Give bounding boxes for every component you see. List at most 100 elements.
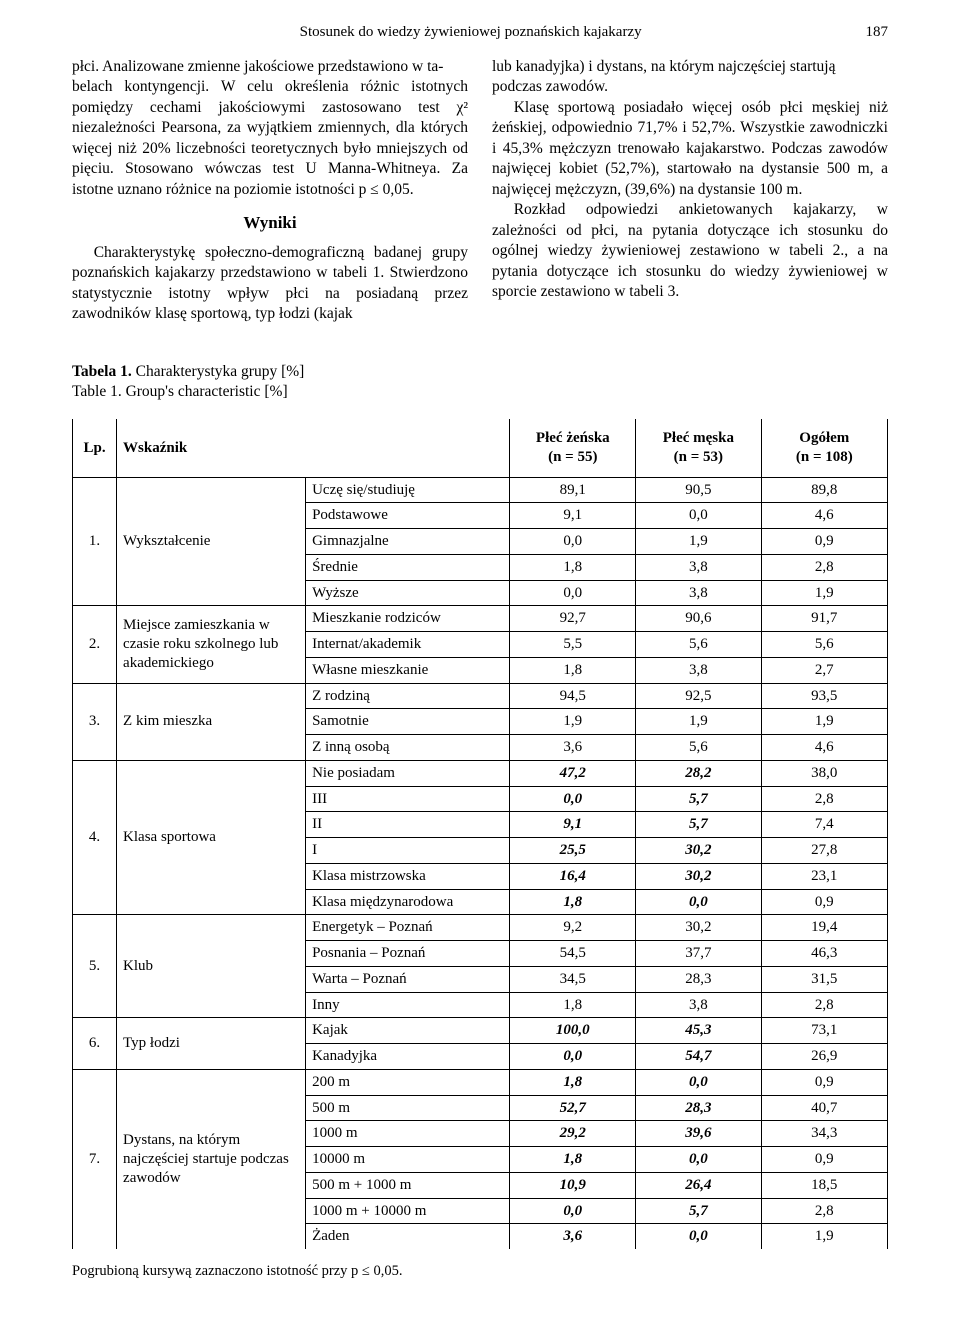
cell-value: 27,8 (761, 838, 887, 864)
cell-value: 18,5 (761, 1172, 887, 1198)
cell-sub: Nie posiadam (306, 760, 510, 786)
table-head-row: Lp. Wskaźnik Płeć żeńska(n = 55) Płeć mę… (73, 419, 888, 477)
cell-wsk: Typ łodzi (117, 1018, 306, 1070)
table-caption: Tabela 1. Charakterystyka grupy [%] Tabl… (72, 362, 888, 401)
th-lp: Lp. (73, 419, 117, 477)
th-t: Ogółem(n = 108) (761, 419, 887, 477)
cell-value: 28,2 (636, 760, 761, 786)
cell-value: 3,8 (636, 580, 761, 606)
cell-lp: 7. (73, 1069, 117, 1249)
cell-value: 28,3 (636, 1095, 761, 1121)
cell-value: 0,0 (636, 1224, 761, 1249)
cell-sub: II (306, 812, 510, 838)
cell-value: 4,6 (761, 503, 887, 529)
cell-value: 3,8 (636, 554, 761, 580)
cell-value: 31,5 (761, 966, 887, 992)
cell-sub: Posnania – Poznań (306, 941, 510, 967)
cell-wsk: Miejsce zamieszkania w czasie roku szkol… (117, 606, 306, 683)
cell-value: 0,9 (761, 889, 887, 915)
cell-lp: 4. (73, 760, 117, 915)
table-1: Lp. Wskaźnik Płeć żeńska(n = 55) Płeć mę… (72, 419, 888, 1249)
cell-value: 1,9 (510, 709, 636, 735)
cell-sub: Mieszkanie rodziców (306, 606, 510, 632)
cell-wsk: Klub (117, 915, 306, 1018)
cell-value: 29,2 (510, 1121, 636, 1147)
th-wsk: Wskaźnik (117, 419, 510, 477)
cell-sub: Energetyk – Poznań (306, 915, 510, 941)
page-number: 187 (865, 24, 888, 41)
cell-value: 26,9 (761, 1044, 887, 1070)
th-m: Płeć męska(n = 53) (636, 419, 761, 477)
table-row: 6.Typ łodziKajak100,045,373,1 (73, 1018, 888, 1044)
table-body: 1.WykształcenieUczę się/studiuję89,190,5… (73, 477, 888, 1249)
cell-value: 2,8 (761, 554, 887, 580)
cell-value: 9,1 (510, 812, 636, 838)
table-row: 1.WykształcenieUczę się/studiuję89,190,5… (73, 477, 888, 503)
cell-value: 47,2 (510, 760, 636, 786)
cell-value: 1,8 (510, 1069, 636, 1095)
left-p1b: belach kontyngencji. W celu określenia r… (72, 77, 468, 200)
cell-value: 10,9 (510, 1172, 636, 1198)
cell-sub: Podstawowe (306, 503, 510, 529)
cell-value: 1,9 (761, 580, 887, 606)
cell-sub: 500 m (306, 1095, 510, 1121)
cell-value: 30,2 (636, 838, 761, 864)
table-footnote: Pogrubioną kursywą zaznaczono istotność … (72, 1263, 888, 1280)
th-f: Płeć żeńska(n = 55) (510, 419, 636, 477)
cell-lp: 6. (73, 1018, 117, 1070)
cell-value: 0,0 (636, 503, 761, 529)
cell-value: 89,1 (510, 477, 636, 503)
cell-sub: Średnie (306, 554, 510, 580)
cell-value: 19,4 (761, 915, 887, 941)
cell-sub: Klasa międzynarodowa (306, 889, 510, 915)
cell-value: 25,5 (510, 838, 636, 864)
cell-value: 3,8 (636, 992, 761, 1018)
cell-value: 5,6 (636, 735, 761, 761)
cell-value: 2,8 (761, 1198, 887, 1224)
cell-value: 0,0 (636, 889, 761, 915)
cell-value: 93,5 (761, 683, 887, 709)
cell-value: 4,6 (761, 735, 887, 761)
cell-value: 3,6 (510, 1224, 636, 1249)
cell-value: 34,3 (761, 1121, 887, 1147)
cell-value: 30,2 (636, 915, 761, 941)
cell-value: 46,3 (761, 941, 887, 967)
cell-value: 34,5 (510, 966, 636, 992)
cell-value: 92,5 (636, 683, 761, 709)
cell-value: 90,6 (636, 606, 761, 632)
cell-value: 5,7 (636, 786, 761, 812)
cell-value: 38,0 (761, 760, 887, 786)
cell-value: 54,7 (636, 1044, 761, 1070)
cell-value: 5,6 (761, 632, 887, 658)
cell-value: 0,0 (510, 786, 636, 812)
cell-wsk: Dystans, na którym najczęściej startuje … (117, 1069, 306, 1249)
cell-sub: Gimnazjalne (306, 529, 510, 555)
cell-value: 30,2 (636, 863, 761, 889)
cell-lp: 5. (73, 915, 117, 1018)
cell-value: 0,9 (761, 1069, 887, 1095)
right-p1a: lub kanadyjka) i dystans, na którym najc… (492, 57, 888, 77)
cell-wsk: Wykształcenie (117, 477, 306, 606)
right-p3: Rozkład odpowiedzi ankietowanych kajakar… (492, 200, 888, 302)
cell-lp: 2. (73, 606, 117, 683)
cell-wsk: Klasa sportowa (117, 760, 306, 915)
cell-sub: Wyższe (306, 580, 510, 606)
cell-value: 9,1 (510, 503, 636, 529)
cell-value: 1,9 (636, 709, 761, 735)
cell-value: 100,0 (510, 1018, 636, 1044)
cell-value: 1,8 (510, 554, 636, 580)
cell-value: 52,7 (510, 1095, 636, 1121)
section-heading: Wyniki (72, 212, 468, 234)
table-row: 2.Miejsce zamieszkania w czasie roku szk… (73, 606, 888, 632)
body-columns: płci. Analizowane zmienne jakościowe prz… (72, 57, 888, 324)
running-head: . Stosunek do wiedzy żywieniowej poznańs… (72, 24, 888, 41)
cell-value: 39,6 (636, 1121, 761, 1147)
cell-value: 1,9 (761, 1224, 887, 1249)
cell-wsk: Z kim mieszka (117, 683, 306, 760)
cell-sub: Inny (306, 992, 510, 1018)
cell-value: 0,0 (510, 1044, 636, 1070)
cell-sub: 1000 m (306, 1121, 510, 1147)
cell-value: 1,8 (510, 992, 636, 1018)
cell-value: 16,4 (510, 863, 636, 889)
cell-sub: Z inną osobą (306, 735, 510, 761)
